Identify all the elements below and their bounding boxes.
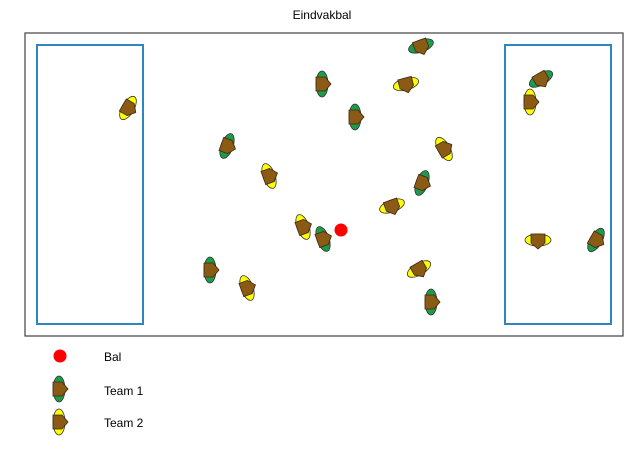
player-team1-2 (528, 69, 554, 88)
player-team2-9 (434, 136, 453, 162)
player-team1-14 (314, 226, 332, 252)
players-layer (118, 37, 605, 316)
player-team1-17 (203, 256, 220, 284)
player-team2-13 (294, 214, 312, 240)
field-boundary (24, 32, 624, 337)
legend-icons (52, 349, 69, 436)
end-zone-right (504, 44, 612, 325)
player-team2-19 (238, 275, 256, 301)
player-team2-12 (379, 197, 405, 215)
player-team1-16 (586, 227, 605, 253)
ball (334, 223, 348, 237)
legend-label-team2: Team 2 (104, 416, 144, 430)
player-team2-15 (524, 233, 552, 250)
player-team2-4 (392, 75, 420, 94)
diagram-title: Eindvakbal (292, 8, 352, 22)
legend-team2-icon (52, 408, 69, 436)
player-team1-7 (348, 103, 365, 131)
player-team1-11 (413, 170, 431, 196)
player-team1-20 (424, 288, 441, 316)
player-team2-18 (406, 259, 432, 278)
legend-ball-icon (53, 349, 67, 363)
legend-label-ball: Bal (104, 350, 122, 364)
player-team2-6 (523, 88, 540, 116)
legend-team1-icon (52, 375, 69, 403)
player-team2-10 (260, 163, 278, 189)
player-team1-3 (315, 70, 332, 98)
player-team2-5 (118, 95, 137, 121)
end-zone-left (36, 44, 144, 325)
player-team1-1 (408, 37, 434, 55)
legend-label-team1: Team 1 (104, 384, 144, 398)
player-team1-8 (218, 133, 236, 159)
